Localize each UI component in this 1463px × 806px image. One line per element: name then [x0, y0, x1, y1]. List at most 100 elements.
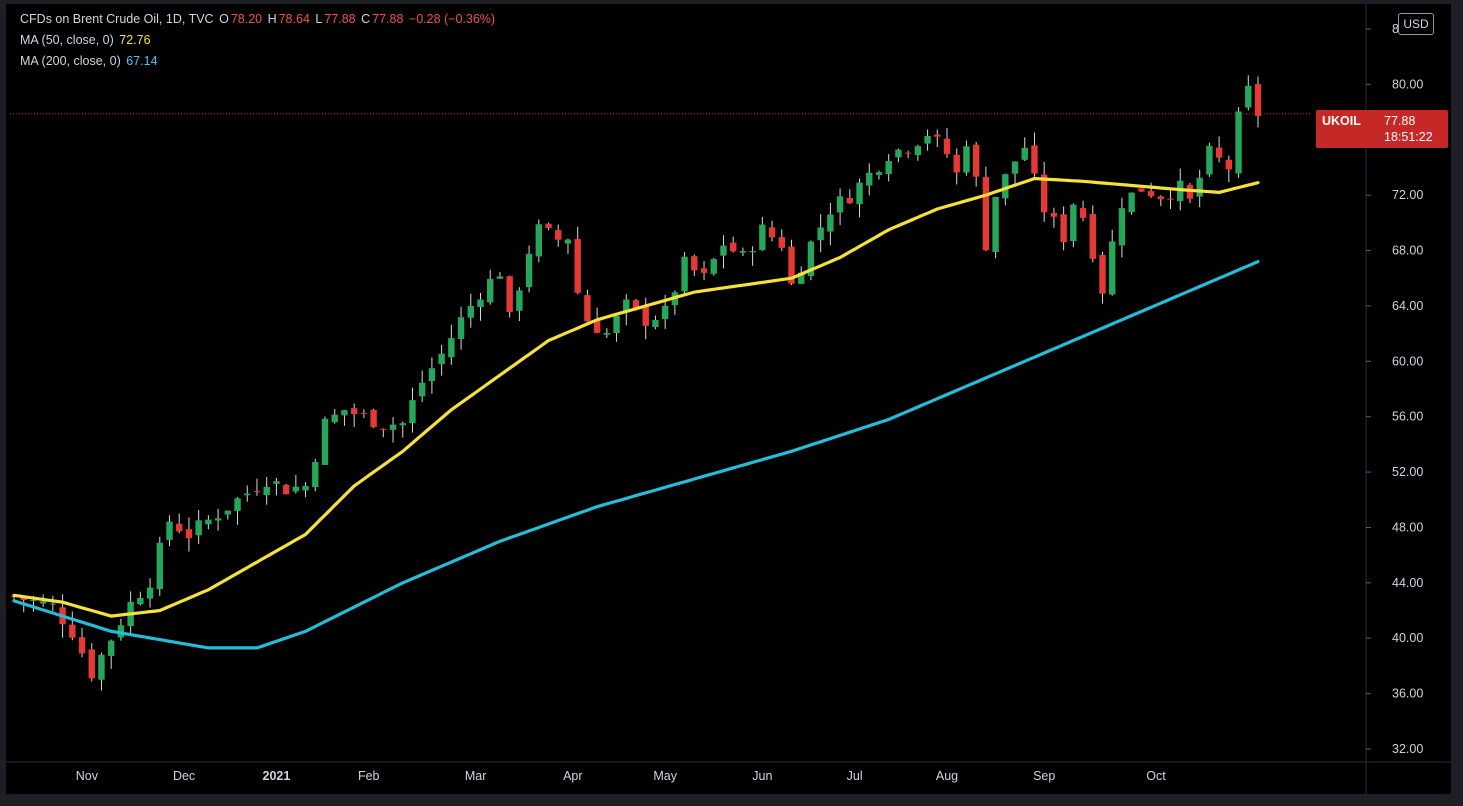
candle-body	[1225, 159, 1233, 170]
x-axis-label: Mar	[465, 769, 487, 783]
ma50-value: 72.76	[119, 33, 151, 47]
candle-body	[914, 146, 922, 156]
candle-body	[156, 542, 163, 590]
candle-body	[244, 493, 251, 496]
candle-body	[438, 353, 445, 365]
currency-badge[interactable]: USD	[1398, 13, 1434, 35]
candle-body	[292, 486, 300, 492]
candle-body	[1070, 204, 1077, 242]
candle-body	[1206, 145, 1213, 175]
candle-body	[370, 409, 377, 428]
candle-body	[700, 268, 708, 273]
candle-body	[1099, 255, 1106, 294]
candle-body	[98, 654, 105, 680]
candle-body	[273, 481, 280, 484]
candle-body	[564, 239, 572, 244]
symbol-title: CFDs on Brent Crude Oil, 1D, TVC	[20, 12, 214, 26]
candle-body	[1196, 177, 1203, 197]
candle-body	[1147, 191, 1155, 197]
candle-body	[1011, 161, 1019, 174]
candle-body	[195, 520, 202, 536]
y-tick-label: 60.00	[1392, 354, 1423, 368]
candle-body	[224, 510, 232, 515]
candle-body	[904, 152, 912, 154]
x-axis-label: Apr	[563, 769, 582, 783]
y-tick-label: 64.00	[1392, 299, 1423, 313]
last-price-tag: UKOIL 77.88 18:51:22	[1316, 110, 1448, 148]
low-label: L	[315, 12, 323, 26]
y-tick-label: 56.00	[1392, 410, 1423, 424]
candle-body	[875, 172, 883, 175]
x-axis-label: Dec	[173, 769, 195, 783]
candle-body	[137, 597, 144, 605]
candle-body	[1157, 196, 1165, 200]
candle-body	[380, 428, 387, 430]
candle-body	[185, 529, 193, 539]
x-axis-label: 2021	[263, 769, 291, 783]
price-tag-symbol: UKOIL	[1322, 114, 1361, 128]
candle-body	[642, 305, 649, 326]
candle-body	[836, 196, 844, 213]
candle-body	[399, 423, 406, 426]
candle-body	[535, 224, 543, 257]
candle-body	[205, 519, 212, 525]
y-tick-label: 36.00	[1392, 687, 1423, 701]
price-tag-price: 77.88	[1384, 114, 1416, 128]
candle-body	[972, 144, 980, 177]
candle-body	[1040, 174, 1048, 213]
candle-body	[312, 462, 319, 488]
candle-body	[963, 146, 970, 173]
candle-body	[759, 224, 766, 251]
candle-body	[506, 276, 513, 313]
open-label: O	[219, 12, 229, 26]
ma50-line	[12, 176, 1260, 618]
y-tick-label: 48.00	[1392, 520, 1423, 534]
candle-body	[885, 160, 892, 175]
candle-body	[953, 154, 960, 173]
candle-body	[428, 368, 436, 382]
candle-body	[982, 177, 990, 251]
candle-body	[107, 640, 115, 657]
ma50-label: MA (50, close, 0)	[20, 33, 114, 47]
candle-body	[807, 241, 815, 277]
candle-body	[360, 412, 368, 414]
candle-body	[341, 410, 348, 416]
price-tag-countdown: 18:51:22	[1384, 130, 1433, 144]
candle-body	[1118, 208, 1126, 246]
candle-body	[1109, 241, 1116, 295]
candle-body	[331, 414, 338, 423]
candle-body	[39, 601, 47, 604]
candle-body	[418, 382, 426, 397]
y-tick-label: 44.00	[1392, 576, 1423, 590]
candle-body	[263, 486, 270, 496]
candle-body	[895, 149, 902, 158]
x-axis-label: Sep	[1033, 769, 1055, 783]
candle-body	[545, 223, 552, 229]
x-axis-label: Jul	[847, 769, 863, 783]
candle-body	[409, 400, 416, 424]
candle-body	[350, 408, 358, 415]
candle-body	[176, 523, 183, 532]
price-chart[interactable]: 84.0080.0076.0072.0068.0064.0060.0056.00…	[6, 4, 1451, 794]
candle-body	[49, 603, 57, 605]
candle-body	[1235, 111, 1242, 174]
candle-body	[856, 182, 863, 205]
candle-body	[282, 485, 290, 495]
ma200-legend[interactable]: MA (200, close, 0) 67.14	[20, 54, 160, 68]
chart-panel[interactable]: 84.0080.0076.0072.0068.0064.0060.0056.00…	[6, 4, 1451, 794]
candle-body	[302, 486, 309, 491]
candle-body	[448, 338, 455, 358]
candle-body	[652, 320, 659, 328]
candle-body	[516, 290, 523, 311]
symbol-legend: CFDs on Brent Crude Oil, 1D, TVC O 78.20 …	[20, 12, 497, 26]
candle-body	[234, 498, 241, 512]
candle-body	[1128, 192, 1135, 213]
ma50-legend[interactable]: MA (50, close, 0) 72.76	[20, 33, 153, 47]
candle-body	[924, 135, 931, 144]
candle-body	[691, 256, 698, 271]
y-tick-label: 52.00	[1392, 465, 1423, 479]
ma200-line	[12, 260, 1260, 650]
candle-body	[661, 305, 669, 320]
candle-body	[30, 600, 37, 602]
candle-body	[146, 587, 154, 599]
